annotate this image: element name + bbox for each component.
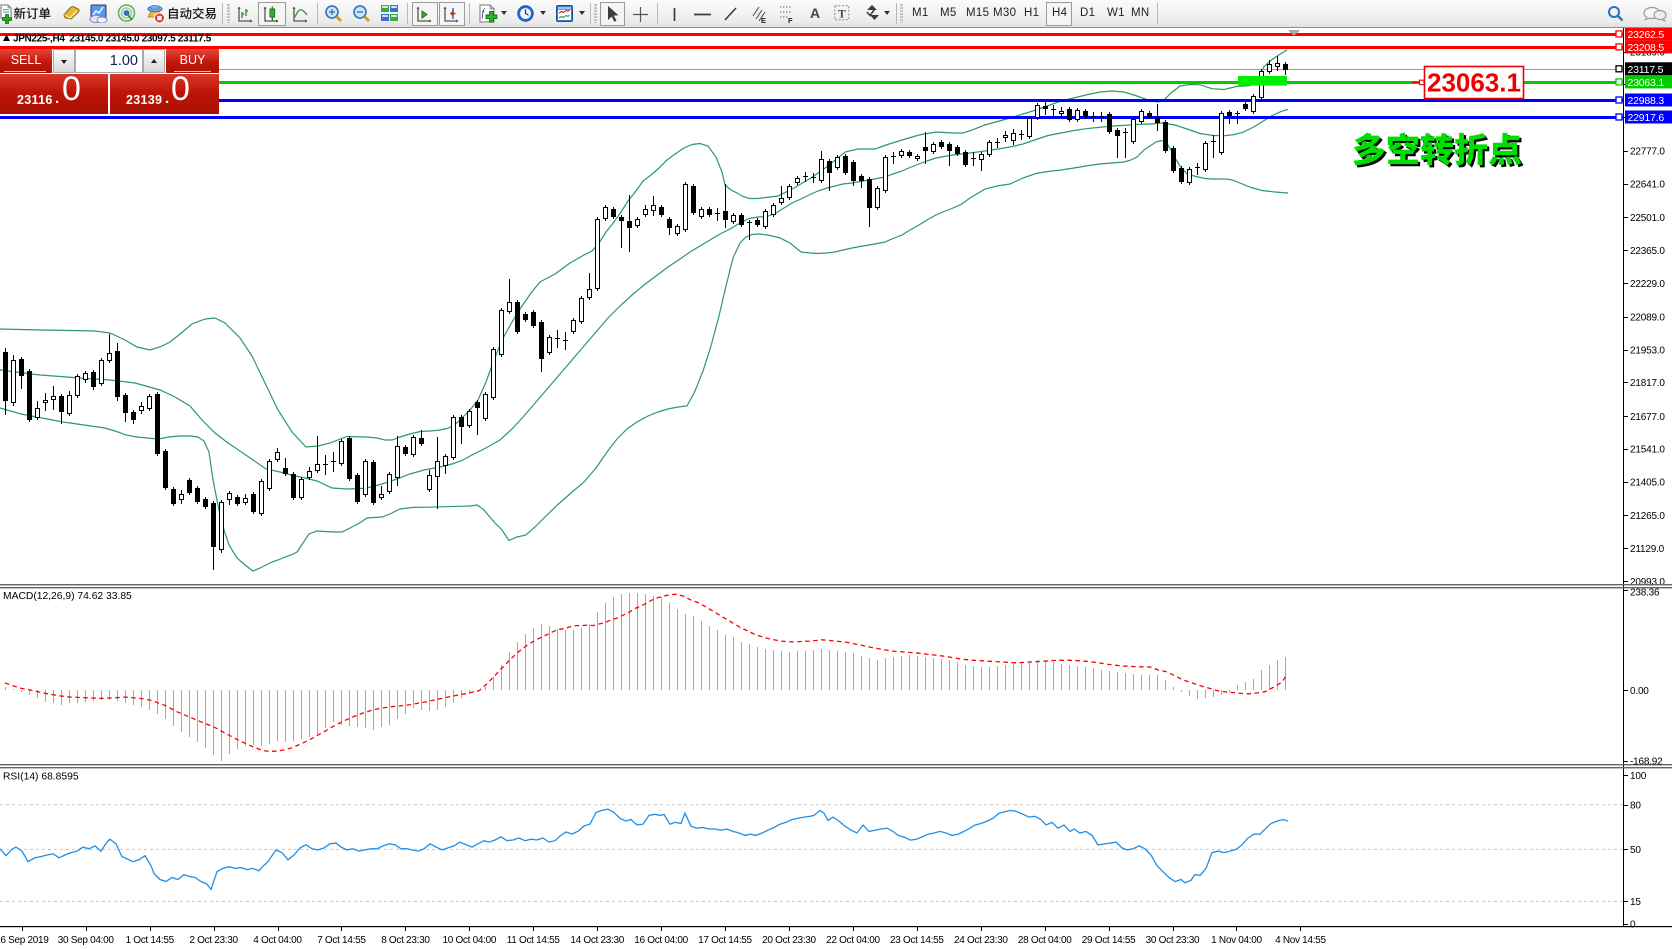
- svg-text:26 Sep 2019: 26 Sep 2019: [0, 935, 49, 946]
- svg-text:14 Oct 23:30: 14 Oct 23:30: [570, 935, 624, 946]
- svg-text:22501.0: 22501.0: [1630, 213, 1665, 224]
- svg-text:MACD(12,26,9) 74.62 33.85: MACD(12,26,9) 74.62 33.85: [3, 591, 132, 602]
- svg-text:21405.0: 21405.0: [1630, 478, 1665, 489]
- svg-text:22988.3: 22988.3: [1628, 95, 1665, 107]
- svg-text:23063.1: 23063.1: [1628, 77, 1665, 89]
- svg-text:10 Oct 04:00: 10 Oct 04:00: [442, 935, 496, 946]
- svg-text:22777.0: 22777.0: [1630, 147, 1665, 158]
- svg-text:f: f: [482, 8, 486, 19]
- svg-text:24 Oct 23:30: 24 Oct 23:30: [954, 935, 1008, 946]
- svg-text:16 Oct 04:00: 16 Oct 04:00: [634, 935, 688, 946]
- svg-text:50: 50: [1630, 845, 1641, 856]
- svg-text:23262.5: 23262.5: [1628, 29, 1665, 41]
- svg-text:238.36: 238.36: [1630, 588, 1660, 599]
- svg-text:30 Sep 04:00: 30 Sep 04:00: [58, 935, 115, 946]
- svg-text:21265.0: 21265.0: [1630, 511, 1665, 522]
- svg-text:21953.0: 21953.0: [1630, 345, 1665, 356]
- svg-text:E: E: [761, 16, 766, 24]
- svg-text:0: 0: [1630, 920, 1636, 931]
- svg-text:21817.0: 21817.0: [1630, 378, 1665, 389]
- svg-text:23117.5: 23117.5: [1628, 64, 1664, 76]
- svg-text:1 Oct 14:55: 1 Oct 14:55: [125, 935, 174, 946]
- svg-text:23208.5: 23208.5: [1628, 42, 1665, 54]
- svg-text:29 Oct 14:55: 29 Oct 14:55: [1082, 935, 1136, 946]
- svg-text:-168.92: -168.92: [1630, 757, 1663, 768]
- svg-text:21129.0: 21129.0: [1630, 544, 1665, 555]
- svg-text:F: F: [788, 16, 793, 24]
- svg-text:JPN225-,H4 23145.0 23145.0 23: JPN225-,H4 23145.0 23145.0 23097.5 23117…: [13, 34, 212, 45]
- svg-text:22 Oct 04:00: 22 Oct 04:00: [826, 935, 880, 946]
- svg-text:100: 100: [1630, 771, 1647, 782]
- svg-text:22917.6: 22917.6: [1628, 112, 1665, 124]
- svg-text:22229.0: 22229.0: [1630, 279, 1665, 290]
- svg-text:T: T: [838, 9, 846, 21]
- svg-text:15: 15: [1630, 897, 1641, 908]
- svg-text:0.00: 0.00: [1630, 686, 1649, 697]
- svg-text:RSI(14) 68.8595: RSI(14) 68.8595: [3, 772, 79, 783]
- svg-text:8 Oct 23:30: 8 Oct 23:30: [381, 935, 430, 946]
- svg-text:22365.0: 22365.0: [1630, 246, 1665, 257]
- svg-text:20 Oct 23:30: 20 Oct 23:30: [762, 935, 816, 946]
- svg-text:20993.0: 20993.0: [1630, 577, 1665, 588]
- svg-text:1 Nov 04:00: 1 Nov 04:00: [1211, 935, 1262, 946]
- svg-text:11 Oct 14:55: 11 Oct 14:55: [507, 935, 561, 946]
- svg-text:22641.0: 22641.0: [1630, 180, 1665, 191]
- svg-text:21541.0: 21541.0: [1630, 445, 1665, 456]
- svg-text:2 Oct 23:30: 2 Oct 23:30: [189, 935, 238, 946]
- svg-text:22089.0: 22089.0: [1630, 313, 1665, 324]
- svg-text:17 Oct 14:55: 17 Oct 14:55: [698, 935, 752, 946]
- svg-text:28 Oct 04:00: 28 Oct 04:00: [1018, 935, 1072, 946]
- svg-text:7 Oct 14:55: 7 Oct 14:55: [317, 935, 366, 946]
- svg-text:4 Oct 04:00: 4 Oct 04:00: [253, 935, 302, 946]
- svg-text:23063.1: 23063.1: [1427, 68, 1521, 98]
- svg-text:4 Nov 14:55: 4 Nov 14:55: [1275, 935, 1326, 946]
- svg-text:80: 80: [1630, 801, 1641, 812]
- svg-text:21677.0: 21677.0: [1630, 412, 1665, 423]
- svg-text:23 Oct 14:55: 23 Oct 14:55: [890, 935, 944, 946]
- svg-text:30 Oct 23:30: 30 Oct 23:30: [1146, 935, 1200, 946]
